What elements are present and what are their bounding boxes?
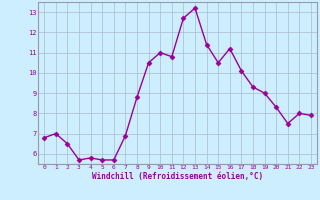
X-axis label: Windchill (Refroidissement éolien,°C): Windchill (Refroidissement éolien,°C) — [92, 172, 263, 181]
